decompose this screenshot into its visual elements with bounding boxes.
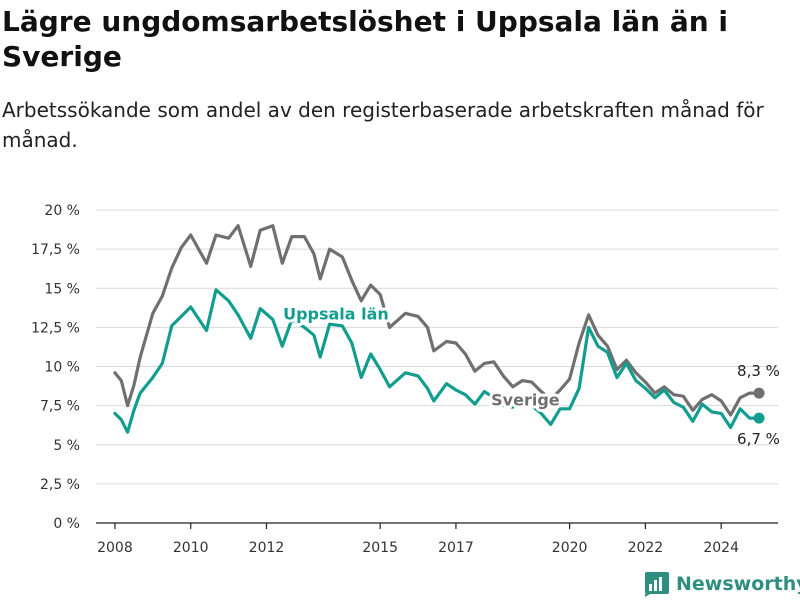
x-tick-label: 2010: [173, 540, 209, 556]
x-tick-label: 2017: [438, 540, 474, 556]
series-lines: [113, 224, 765, 434]
y-tick-label: 20 %: [44, 203, 80, 219]
newsworthy-icon: [645, 572, 669, 597]
x-tick-label: 2024: [703, 540, 739, 556]
y-tick-label: 2,5 %: [40, 477, 80, 493]
x-tick-label: 2020: [552, 540, 588, 556]
y-tick-label: 7,5 %: [40, 399, 80, 415]
y-tick-label: 12,5 %: [31, 320, 80, 336]
y-tick-label: 0 %: [53, 516, 80, 532]
axes: 0 % 2,5 % 5 % 7,5 % 10 % 12,5 % 15 % 17,5 % 20 %…: [31, 203, 778, 556]
y-tick-label: 5 %: [53, 438, 80, 454]
series-line-uppsala: [113, 288, 761, 434]
brand-logo: Newsworthy: [644, 570, 800, 598]
series-label-uppsala-halo: Uppsala län: [283, 304, 389, 323]
x-tick-label: 2022: [628, 540, 664, 556]
series-label-uppsala: Uppsala län: [283, 304, 389, 323]
brand-name: Newsworthy: [676, 573, 800, 595]
series-label-sverige: Sverige: [491, 390, 560, 409]
y-tick-label: 17,5 %: [31, 242, 80, 258]
x-tick-label: 2008: [97, 540, 133, 556]
series-label-sverige-halo: Sverige: [491, 390, 560, 409]
end-label-sverige: 8,3 %: [737, 362, 780, 380]
y-tick-label: 10 %: [44, 360, 80, 376]
end-label-uppsala: 6,7 %: [737, 430, 780, 448]
series-end-point-sverige: [753, 387, 765, 399]
chart-subtitle: Arbetssökande som andel av den registerb…: [2, 98, 764, 152]
y-tick-label: 15 %: [44, 281, 80, 297]
series-end-point-uppsala: [753, 412, 765, 424]
chart-title: Lägre ungdomsarbetslöshet i Uppsala län …: [2, 5, 729, 73]
x-tick-label: 2015: [362, 540, 398, 556]
x-tick-label: 2012: [249, 540, 285, 556]
series-line-sverige: [113, 224, 761, 417]
